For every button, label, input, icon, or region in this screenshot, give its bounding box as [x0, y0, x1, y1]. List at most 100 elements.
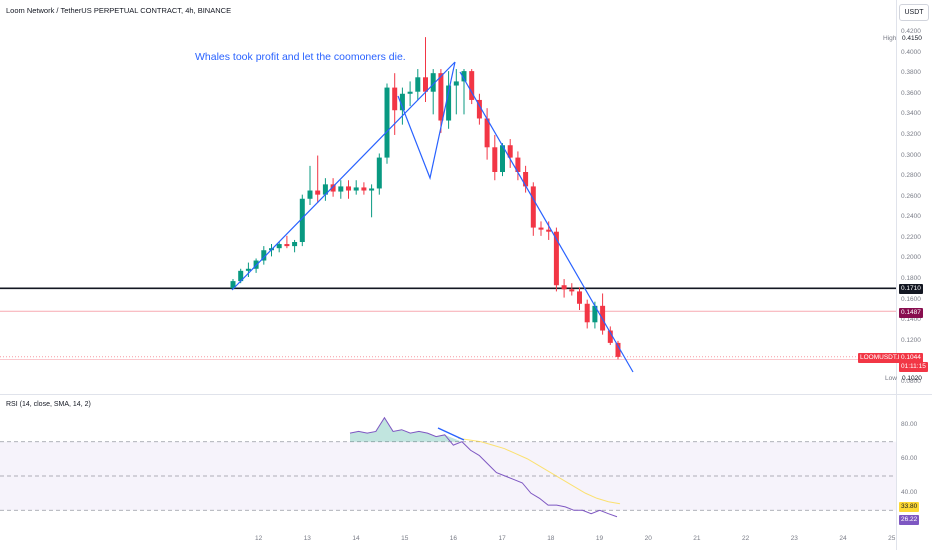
candle-body: [546, 229, 552, 232]
time-tick: 19: [595, 535, 604, 542]
price-tick: 0.4200: [901, 28, 921, 35]
low-label: Low: [885, 375, 897, 382]
candle-body: [584, 303, 590, 323]
time-tick: 25: [888, 535, 896, 542]
candle-body: [523, 172, 529, 187]
candle-body: [261, 250, 267, 261]
rsi-tick: 60.00: [901, 454, 918, 462]
time-tick: 22: [742, 535, 750, 542]
price-tick: 0.2600: [901, 192, 921, 200]
candle-body: [615, 342, 621, 357]
symbol-price-tag: LOOMUSDT.P: [858, 353, 905, 363]
price-tick: 0.3000: [901, 151, 921, 159]
time-tick: 16: [449, 535, 458, 542]
candle-body: [338, 186, 344, 192]
rsi-value-tag: 26.22: [899, 515, 920, 525]
rsi-trend-line: [437, 427, 465, 441]
time-tick: 20: [644, 535, 652, 542]
candle-body: [569, 289, 575, 292]
candle-body: [438, 73, 444, 121]
time-tick: 21: [693, 535, 701, 542]
candle-body: [592, 305, 598, 323]
candle-body: [399, 93, 405, 111]
candle-body: [484, 118, 490, 148]
candle-body: [407, 91, 413, 94]
last-price-tag: 0.1044: [899, 353, 923, 363]
candle-body: [561, 285, 567, 290]
candle-body: [292, 242, 298, 247]
rsi-tick: 80.00: [901, 420, 918, 428]
candle-body: [577, 291, 582, 304]
symbol-title[interactable]: Loom Network / TetherUS PERPETUAL CONTRA…: [6, 6, 232, 15]
time-tick: 23: [790, 535, 798, 542]
low-value: 0.1020: [902, 375, 922, 382]
time-tick: 18: [547, 535, 555, 542]
price-tick: 0.4000: [901, 48, 921, 56]
bar-countdown: 01:11:15: [899, 362, 928, 372]
price-tick: 0.3400: [901, 110, 921, 118]
candle-body: [245, 268, 251, 271]
candle-body: [607, 330, 613, 343]
candle-body: [476, 99, 482, 119]
time-tick: 12: [255, 535, 263, 542]
currency-button[interactable]: USDT: [899, 4, 929, 21]
uptrend-line: [231, 61, 456, 291]
red-line-price-tag: 0.1487: [899, 308, 923, 318]
pane-divider[interactable]: [0, 394, 932, 395]
candle-body: [430, 73, 436, 92]
candle-body: [415, 77, 421, 92]
rsi-sma-line: [457, 437, 621, 505]
high-value: 0.4150: [902, 35, 922, 42]
candle-body: [361, 187, 367, 191]
price-tick: 0.2800: [901, 172, 921, 180]
candle-body: [461, 71, 467, 82]
candle-body: [315, 190, 321, 195]
chart-annotation[interactable]: Whales took profit and let the coomoners…: [195, 51, 406, 63]
candle-body: [384, 87, 390, 158]
time-tick: 14: [352, 535, 360, 542]
candle-body: [230, 281, 236, 289]
price-tick: 0.2000: [901, 254, 921, 262]
time-tick: 15: [401, 535, 409, 542]
candle-body: [299, 198, 305, 242]
price-tick: 0.1600: [901, 295, 921, 303]
price-axis-divider: [896, 0, 897, 550]
candle-body: [276, 244, 282, 249]
price-tick: 0.3600: [901, 89, 921, 97]
price-tick: 0.0800: [901, 378, 921, 385]
candle-body: [446, 85, 452, 121]
candle-body: [330, 184, 336, 192]
rsi-line: [349, 416, 618, 518]
candle-body: [507, 145, 513, 158]
candle-body: [369, 188, 375, 191]
candle-body: [238, 270, 244, 282]
candle-body: [376, 157, 382, 189]
rsi-overbought-fill: [350, 417, 462, 442]
candle-body: [392, 87, 398, 111]
candle-body: [530, 186, 536, 228]
candle-body: [284, 244, 290, 247]
horizontal-line-price-tag: 0.1710: [899, 284, 923, 294]
price-tick: 0.3200: [901, 130, 921, 138]
candle-body: [553, 231, 559, 286]
time-tick: 13: [303, 535, 311, 542]
candle-body: [346, 186, 351, 191]
candle-body: [353, 187, 359, 191]
price-tick: 0.2200: [901, 233, 921, 241]
downtrend-line: [459, 71, 634, 373]
wedge-line: [397, 61, 456, 181]
high-label: High: [883, 35, 897, 42]
candle-body: [515, 157, 521, 172]
candle-body: [538, 227, 544, 230]
price-tick: 0.1800: [901, 275, 921, 283]
time-tick: 17: [498, 535, 506, 542]
time-tick: 24: [839, 535, 847, 542]
candle-body: [469, 71, 475, 100]
candle-body: [453, 81, 459, 86]
rsi-sma-value-tag: 33.80: [899, 502, 920, 512]
rsi-indicator-label[interactable]: RSI (14, close, SMA, 14, 2): [6, 401, 91, 408]
candle-body: [492, 147, 498, 172]
price-tick: 0.1200: [901, 336, 921, 344]
candle-body: [322, 184, 328, 195]
